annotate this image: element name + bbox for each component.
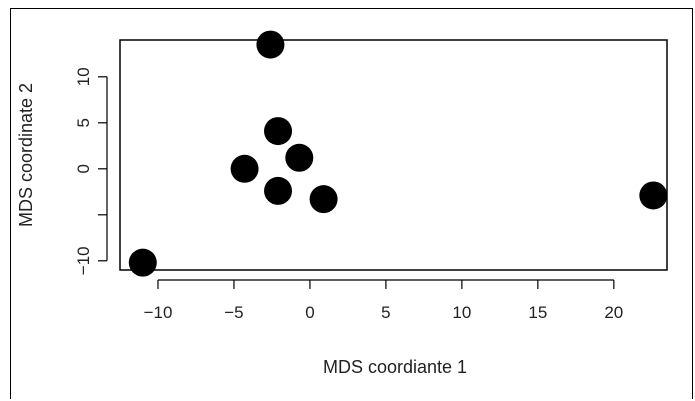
data-point-5 [264, 176, 293, 205]
x-axis: −10 −5 0 5 10 15 20 [144, 279, 623, 322]
data-point-7 [639, 181, 668, 210]
x-tick-label: −10 [144, 303, 173, 322]
x-tick-label: 10 [452, 303, 471, 322]
x-tick-label: 0 [305, 303, 314, 322]
y-axis: −10 0 5 10 [74, 67, 108, 275]
data-point-1 [256, 30, 285, 59]
x-tick-label: 5 [381, 303, 390, 322]
data-point-3 [285, 143, 314, 172]
data-point-4 [230, 154, 259, 183]
x-tick-label: 15 [528, 303, 547, 322]
points-layer [128, 30, 668, 277]
y-tick-label: −10 [74, 246, 93, 275]
x-tick-label: 20 [604, 303, 623, 322]
data-point-8 [128, 248, 157, 277]
plot-area [119, 39, 668, 271]
figure-frame [10, 8, 693, 399]
y-axis-label: MDS coordinate 2 [16, 83, 36, 227]
y-tick-label: 5 [74, 118, 93, 127]
x-axis-label: MDS coordiante 1 [323, 357, 467, 377]
data-point-2 [264, 117, 293, 146]
y-tick-label: 0 [74, 164, 93, 173]
data-point-6 [309, 185, 338, 214]
y-tick-label: 10 [74, 67, 93, 86]
x-tick-label: −5 [224, 303, 243, 322]
